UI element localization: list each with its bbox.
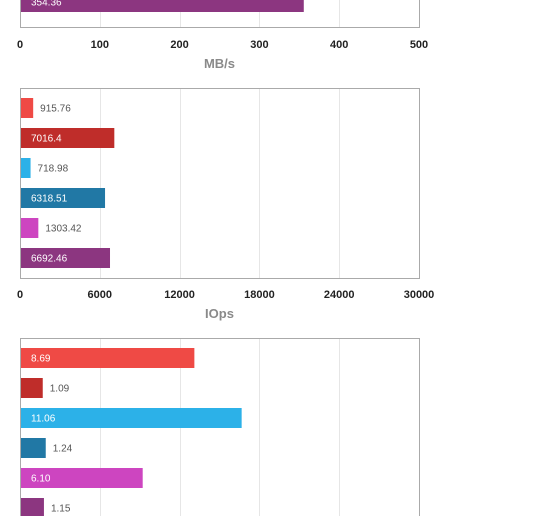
bar-value-label: 8.69 bbox=[31, 354, 51, 365]
bar-354.36 bbox=[21, 0, 304, 12]
bar-11.06 bbox=[21, 408, 242, 428]
bar-6318.51 bbox=[21, 188, 106, 208]
bar-value-label: 7016.4 bbox=[31, 134, 62, 145]
x-tick-label: 12000 bbox=[164, 289, 195, 301]
bar-8.69 bbox=[21, 348, 195, 368]
bar-value-label: 6.10 bbox=[31, 474, 51, 485]
bar-1.09 bbox=[21, 378, 43, 398]
x-tick-label: 100 bbox=[91, 39, 109, 51]
x-tick-label: 0 bbox=[17, 289, 23, 301]
bar-7016.4 bbox=[21, 128, 115, 148]
bar-915.76 bbox=[21, 98, 34, 118]
bar-1.15 bbox=[21, 498, 44, 516]
bar-1303.42 bbox=[21, 218, 39, 238]
bar-value-label: 354.36 bbox=[31, 0, 62, 9]
x-tick-label: 200 bbox=[170, 39, 188, 51]
bar-718.98 bbox=[21, 158, 31, 178]
x-tick-label: 400 bbox=[330, 39, 348, 51]
x-tick-label: 0 bbox=[17, 39, 23, 51]
x-tick-label: 24000 bbox=[324, 289, 355, 301]
bar-6.10 bbox=[21, 468, 143, 488]
bar-value-label: 1.09 bbox=[50, 384, 70, 395]
bar-value-label: 1.15 bbox=[51, 504, 71, 515]
x-tick-label: 18000 bbox=[244, 289, 275, 301]
throughput-chart: 354.36 0 100 200 300 400 500 MB/s bbox=[17, 0, 428, 71]
latency-chart: 8.69 1.09 11.06 1.24 6.10 1.15 bbox=[20, 338, 420, 516]
x-tick-label: 30000 bbox=[404, 289, 435, 301]
plot-frame bbox=[20, 88, 420, 279]
bar-value-label: 915.76 bbox=[40, 104, 71, 115]
bar-1.24 bbox=[21, 438, 46, 458]
bar-6692.46 bbox=[21, 248, 111, 268]
x-axis-title: MB/s bbox=[204, 56, 235, 71]
bar-value-label: 1.24 bbox=[53, 444, 73, 455]
bar-value-label: 11.06 bbox=[31, 414, 56, 425]
x-tick-label: 6000 bbox=[88, 289, 112, 301]
x-tick-label: 500 bbox=[410, 39, 428, 51]
bar-value-label: 718.98 bbox=[38, 164, 69, 175]
iops-chart: 915.76 7016.4 718.98 6318.51 1303.42 6692.46 0… bbox=[17, 88, 435, 321]
bar-value-label: 1303.42 bbox=[45, 224, 82, 235]
bar-value-label: 6692.46 bbox=[31, 254, 68, 265]
bar-value-label: 6318.51 bbox=[31, 194, 68, 205]
x-axis-title: IOps bbox=[205, 306, 234, 321]
x-tick-label: 300 bbox=[250, 39, 268, 51]
